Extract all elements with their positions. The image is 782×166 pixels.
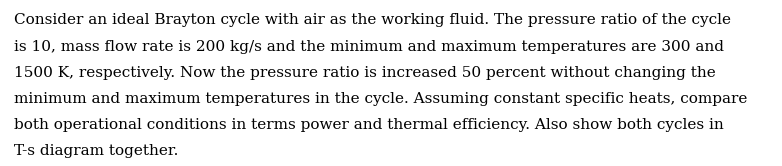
Text: 1500 K, respectively. Now the pressure ratio is increased 50 percent without cha: 1500 K, respectively. Now the pressure r… (14, 66, 716, 80)
Text: T-s diagram together.: T-s diagram together. (14, 144, 178, 158)
Text: both operational conditions in terms power and thermal efficiency. Also show bot: both operational conditions in terms pow… (14, 118, 724, 132)
Text: is 10, mass flow rate is 200 kg/s and the minimum and maximum temperatures are 3: is 10, mass flow rate is 200 kg/s and th… (14, 40, 724, 53)
Text: minimum and maximum temperatures in the cycle. Assuming constant specific heats,: minimum and maximum temperatures in the … (14, 92, 748, 106)
Text: Consider an ideal Brayton cycle with air as the working fluid. The pressure rati: Consider an ideal Brayton cycle with air… (14, 13, 731, 27)
